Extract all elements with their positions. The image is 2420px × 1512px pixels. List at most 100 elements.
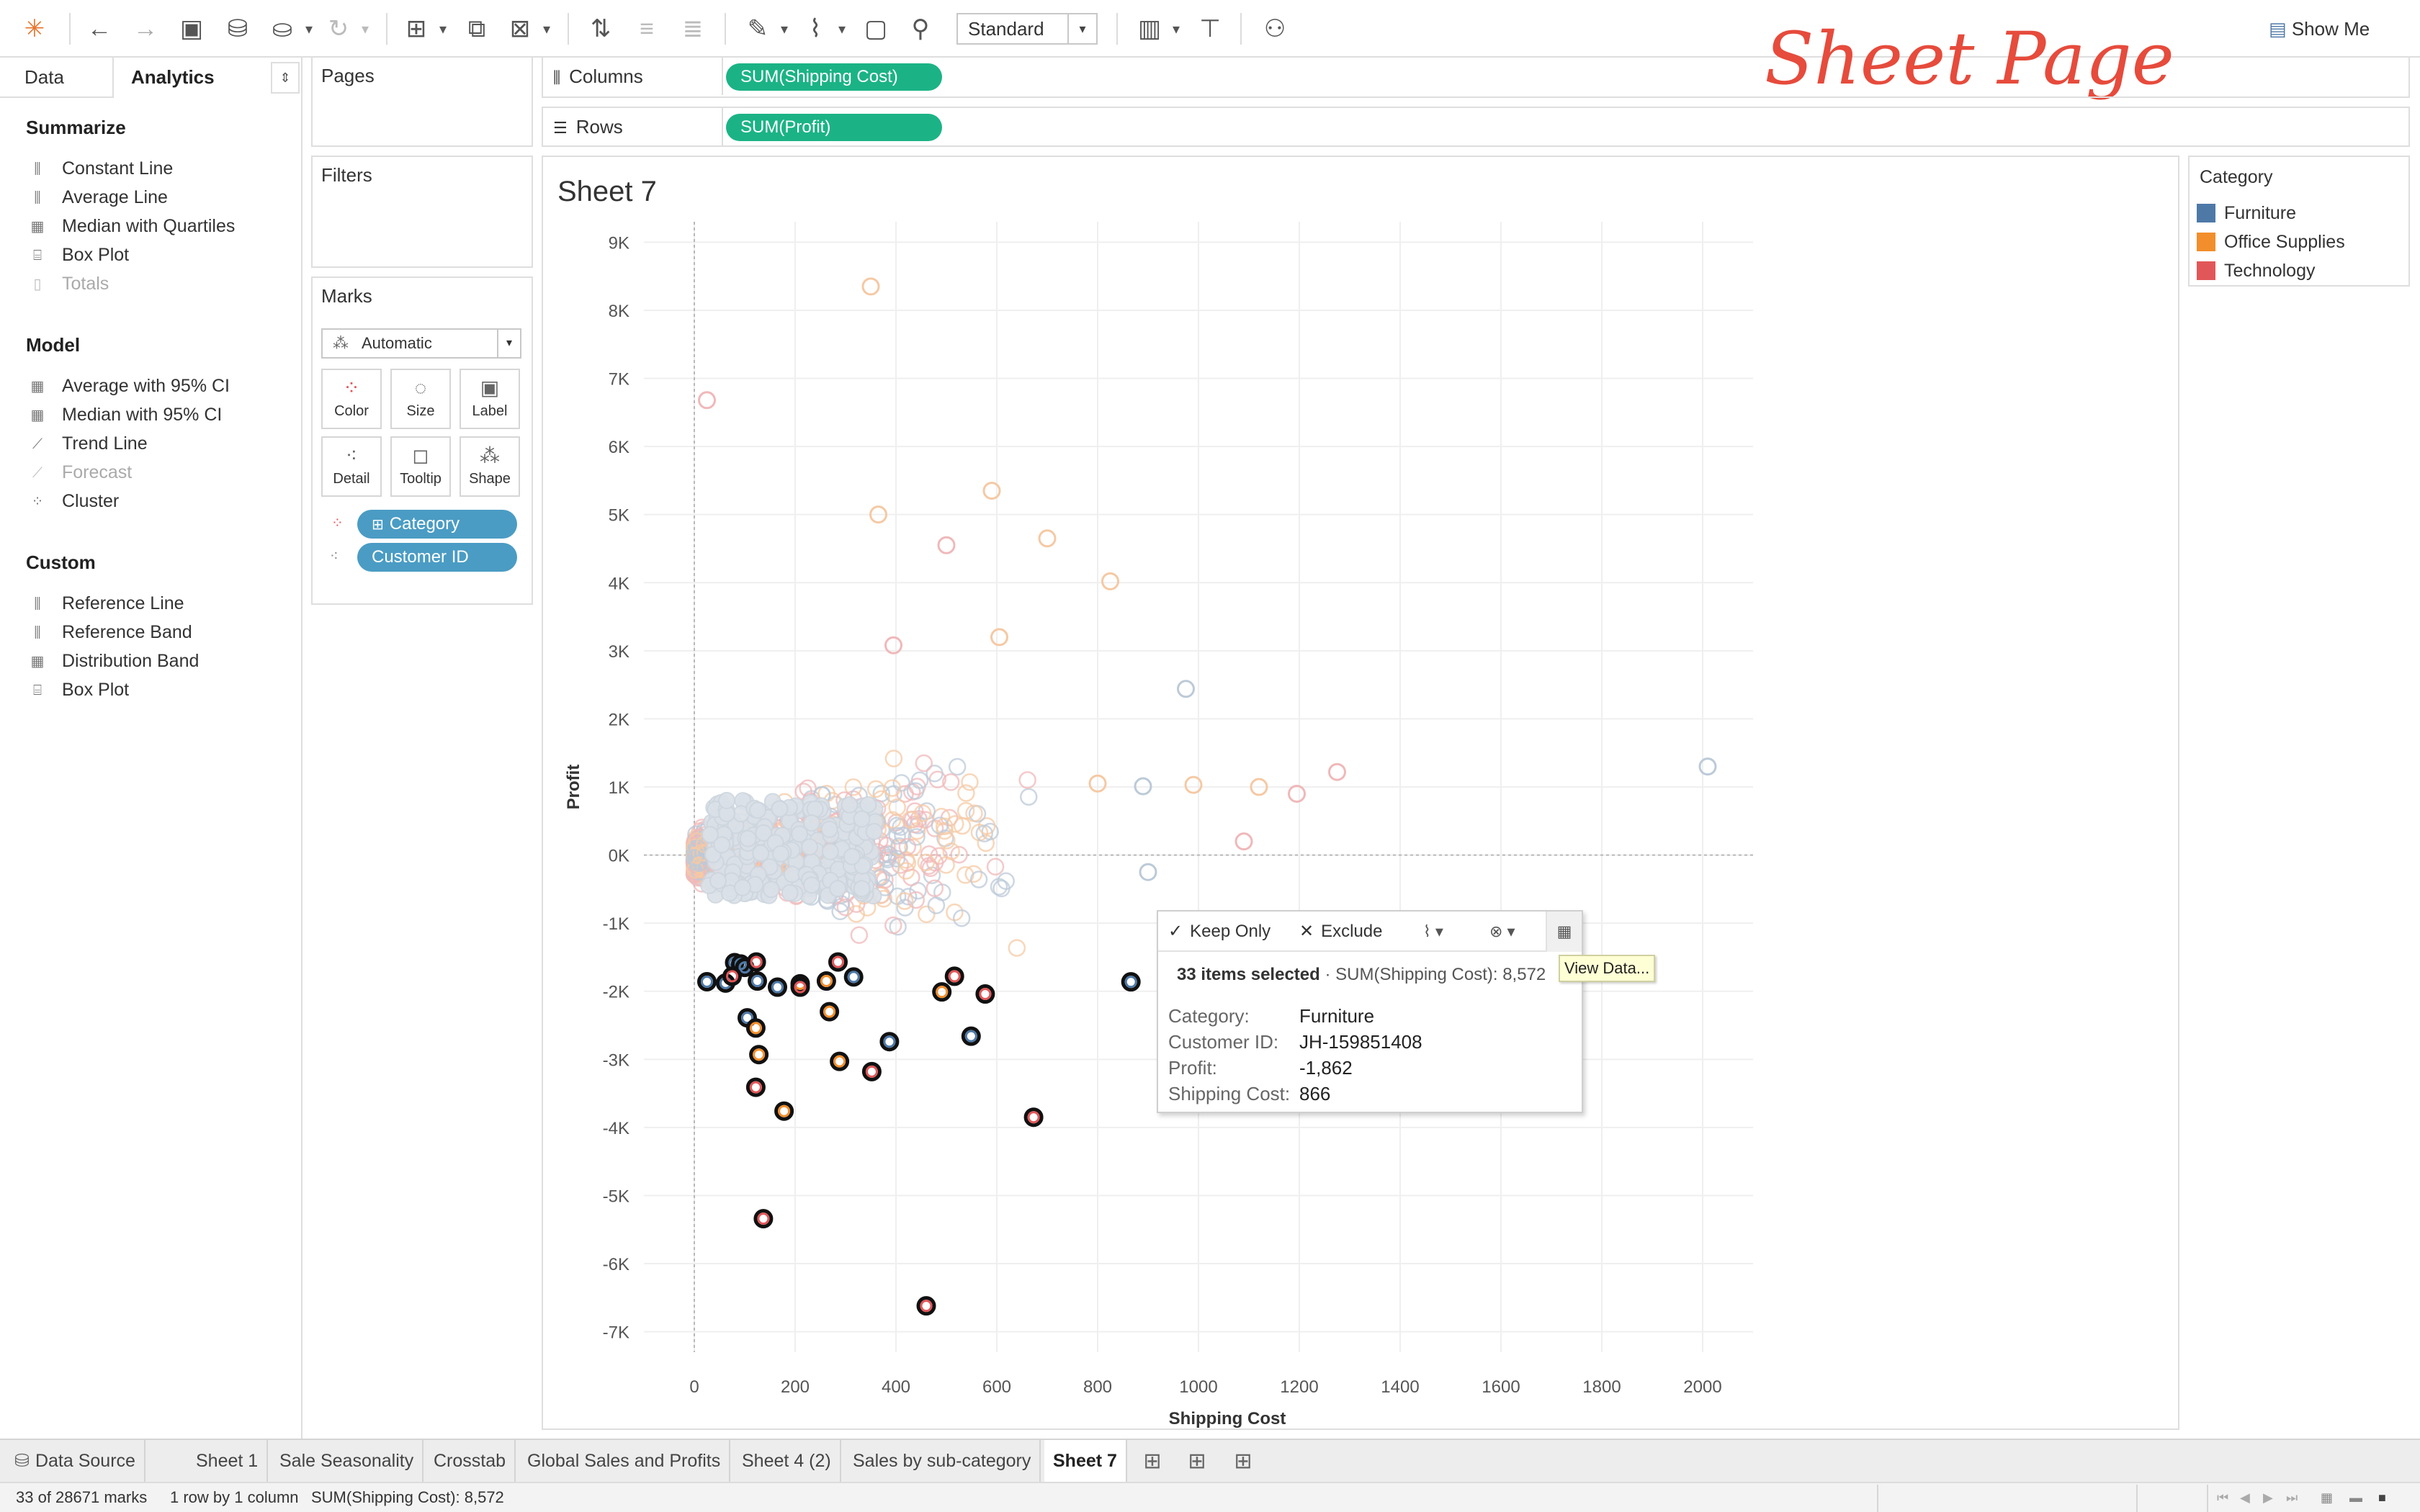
analytics-item-trend-line[interactable]: ⟋ Trend Line	[26, 429, 148, 458]
create-set-icon[interactable]: ⊗ ▾	[1489, 922, 1515, 940]
faded-mark	[926, 879, 944, 897]
legend-item-furniture[interactable]: Furniture	[2197, 200, 2296, 226]
show-cards-icon[interactable]: ▥	[1137, 15, 1162, 42]
pane-toggle-icon[interactable]: ⇕	[271, 62, 300, 94]
analytics-item-forecast[interactable]: ⟋ Forecast	[26, 458, 132, 487]
faded-mark	[820, 820, 838, 838]
sheet-sorter-icon[interactable]: ▦	[2321, 1490, 2334, 1505]
legend-swatch	[2197, 261, 2215, 280]
tab-crosstab[interactable]: Crosstab	[425, 1440, 516, 1482]
marks-label-button[interactable]: ▣ Label	[460, 369, 520, 429]
new-story-icon[interactable]: ⊞	[1234, 1449, 1252, 1473]
share-icon[interactable]: ⚇	[1263, 15, 1286, 42]
new-worksheet-icon[interactable]: ⊞	[1143, 1449, 1162, 1473]
refresh-caret-icon[interactable]: ▾	[362, 22, 369, 37]
duplicate-sheet-icon[interactable]: ⧉	[467, 14, 486, 42]
analytics-item-box-plot[interactable]: ⌸ Box Plot	[26, 240, 129, 269]
pages-card[interactable]: Pages	[311, 58, 533, 147]
scatter-plot[interactable]: 0 200 400 600 800 1000 1200 1400 1600 1800 2000 -7K…	[543, 157, 2178, 1428]
tab-sheet-4-2[interactable]: Sheet 4 (2)	[733, 1440, 841, 1482]
refresh-icon[interactable]: ↻	[328, 15, 349, 42]
category-pill[interactable]: ⊞ Category	[357, 510, 517, 539]
tabs-view-icon[interactable]: ■	[2378, 1490, 2386, 1505]
shipping-cost-pill[interactable]: SUM(Shipping Cost)	[726, 63, 942, 91]
tab-sale-seasonality[interactable]: Sale Seasonality	[271, 1440, 424, 1482]
toolbar-divider	[69, 13, 71, 45]
clear-sheet-caret-icon[interactable]: ▾	[543, 22, 551, 37]
forward-arrow-icon[interactable]: →	[133, 14, 158, 42]
customer-id-pill[interactable]: Customer ID	[357, 543, 517, 572]
new-data-source-icon[interactable]: ⛁	[227, 15, 248, 42]
legend-item-office-supplies[interactable]: Office Supplies	[2197, 229, 2345, 255]
highlight-icon[interactable]: ✎	[747, 15, 768, 42]
selected-mark-outline	[916, 1296, 936, 1316]
new-dashboard-icon[interactable]: ⊞	[1188, 1449, 1206, 1473]
show-cards-caret-icon[interactable]: ▾	[1173, 22, 1180, 37]
marks-shape-button[interactable]: ⁂ Shape	[460, 436, 520, 497]
tab-sheet-1[interactable]: Sheet 1	[187, 1440, 269, 1482]
analytics-item-average-ci[interactable]: ▦ Average with 95% CI	[26, 372, 230, 400]
status-bar: 33 of 28671 marks 1 row by 1 column SUM(…	[0, 1482, 2420, 1512]
average-line-icon: ⫼	[34, 189, 41, 206]
marks-size-button[interactable]: ◌ Size	[390, 369, 451, 429]
analytics-item-reference-line[interactable]: ⫼ Reference Line	[26, 589, 184, 618]
analytics-item-cluster[interactable]: ⁘ Cluster	[26, 487, 120, 516]
new-worksheet-icon[interactable]: ⊞	[405, 15, 427, 42]
viz-area: Sheet 7 0 200 400 600 800 1000 1200 1400 1600 180…	[542, 156, 2179, 1430]
presentation-mode-icon[interactable]: ⊤	[1199, 15, 1221, 42]
prev-sheet-icon[interactable]: ◀	[2240, 1490, 2250, 1505]
tab-data[interactable]: Data	[0, 58, 114, 98]
fit-dropdown[interactable]: Standard ▾	[956, 13, 1098, 45]
back-arrow-icon[interactable]: ←	[87, 14, 112, 42]
selected-text: items selected	[1201, 965, 1320, 984]
mark-type-dropdown[interactable]: ⁂ Automatic ▾	[321, 328, 521, 359]
profit-pill[interactable]: SUM(Profit)	[726, 114, 942, 141]
pause-updates-caret-icon[interactable]: ▾	[305, 22, 313, 37]
sort-ascending-icon[interactable]: ≡	[640, 14, 654, 42]
filters-card[interactable]: Filters	[311, 156, 533, 268]
marks-color-button[interactable]: ⁘ Color	[321, 369, 382, 429]
selected-mark	[832, 955, 844, 968]
save-icon[interactable]: ▣	[179, 15, 204, 42]
keep-only-button[interactable]: ✓ Keep Only	[1168, 922, 1271, 941]
group-members-icon[interactable]: ⌇	[809, 15, 822, 42]
tab-global-sales-profits[interactable]: Global Sales and Profits	[519, 1440, 731, 1482]
analytics-item-distribution-band[interactable]: ▦ Distribution Band	[26, 647, 200, 675]
legend-swatch	[2197, 204, 2215, 222]
faded-mark	[1038, 529, 1057, 548]
view-data-icon[interactable]: ▦	[1546, 912, 1582, 952]
selected-mark-outline	[932, 982, 952, 1002]
clear-sheet-icon[interactable]: ⊠	[509, 15, 531, 42]
next-sheet-icon[interactable]: ▶	[2263, 1490, 2273, 1505]
analytics-item-totals[interactable]: ▯ Totals	[26, 269, 109, 298]
columns-shelf[interactable]: ⫼ Columns SUM(Shipping Cost)	[542, 58, 2410, 98]
tab-data-source[interactable]: ⛁ Data Source	[6, 1440, 145, 1482]
tab-sales-by-sub-category[interactable]: Sales by sub-category	[844, 1440, 1041, 1482]
analytics-item-median-quartiles[interactable]: ▦ Median with Quartiles	[26, 212, 236, 240]
group-caret-icon[interactable]: ▾	[838, 22, 846, 37]
last-sheet-icon[interactable]: ⏭	[2286, 1490, 2298, 1505]
filmstrip-icon[interactable]: ▬	[2349, 1490, 2362, 1505]
show-me-button[interactable]: ▤ Show Me	[2269, 14, 2370, 43]
show-mark-labels-icon[interactable]: ▢	[864, 15, 888, 42]
rows-shelf[interactable]: ☰ Rows SUM(Profit)	[542, 107, 2410, 147]
legend-item-technology[interactable]: Technology	[2197, 258, 2315, 284]
pause-updates-icon[interactable]: ⛀	[272, 15, 293, 42]
analytics-item-average-line[interactable]: ⫼ Average Line	[26, 183, 167, 212]
fix-axes-icon[interactable]: ⚲	[911, 15, 930, 42]
swap-axes-icon[interactable]: ⇅	[590, 15, 611, 42]
analytics-item-constant-line[interactable]: ⫼ Constant Line	[26, 154, 173, 183]
tab-analytics[interactable]: Analytics	[131, 66, 215, 88]
analytics-item-box-plot-custom[interactable]: ⌸ Box Plot	[26, 675, 129, 704]
tab-sheet-7[interactable]: Sheet 7	[1044, 1440, 1127, 1482]
marks-detail-button[interactable]: ⁖ Detail	[321, 436, 382, 497]
marks-tooltip-button[interactable]: ◻ Tooltip	[390, 436, 451, 497]
exclude-button[interactable]: ✕ Exclude	[1299, 922, 1383, 941]
new-worksheet-caret-icon[interactable]: ▾	[439, 22, 447, 37]
group-members-icon[interactable]: ⌇ ▾	[1423, 922, 1443, 940]
highlight-caret-icon[interactable]: ▾	[781, 22, 789, 37]
sort-descending-icon[interactable]: ≣	[682, 15, 704, 42]
first-sheet-icon[interactable]: ⏮	[2217, 1490, 2229, 1505]
analytics-item-median-ci[interactable]: ▦ Median with 95% CI	[26, 400, 223, 429]
analytics-item-reference-band[interactable]: ⫼ Reference Band	[26, 618, 192, 647]
